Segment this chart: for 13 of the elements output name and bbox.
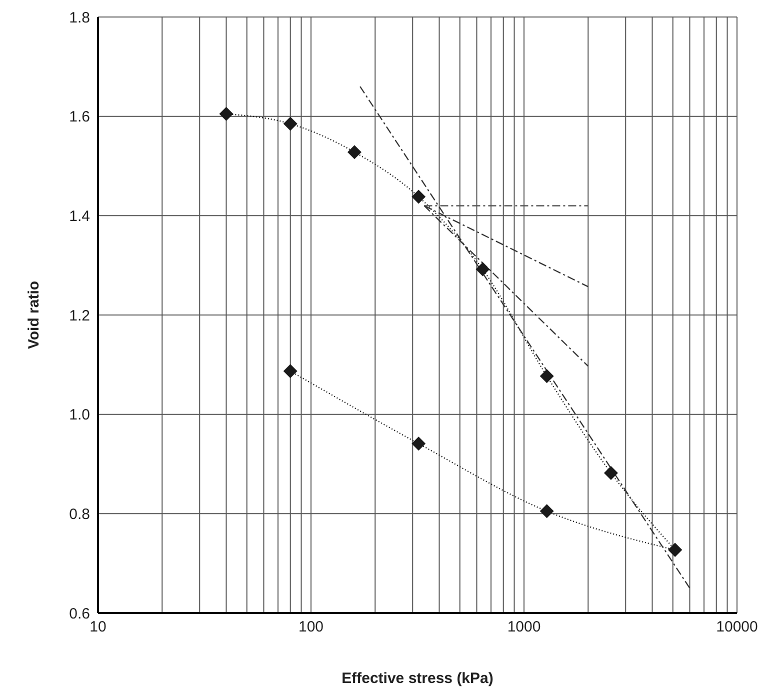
y-tick-label: 1.8	[69, 9, 90, 26]
y-axis-title: Void ratio	[25, 280, 42, 350]
y-tick-label: 1.6	[69, 108, 90, 126]
x-axis-title: Effective stress (kPa)	[342, 670, 494, 687]
x-tick-label: 100	[298, 618, 324, 636]
y-tick-label: 0.6	[69, 605, 90, 622]
x-tick-label: 1000	[507, 618, 541, 636]
x-tick-label: 10	[90, 618, 106, 636]
y-tick-label: 0.8	[69, 506, 90, 523]
y-tick-label: 1.2	[69, 307, 90, 324]
y-tick-label: 1.4	[69, 208, 90, 225]
x-tick-label: 10000	[716, 618, 758, 636]
y-tick-label: 1.0	[69, 406, 90, 424]
